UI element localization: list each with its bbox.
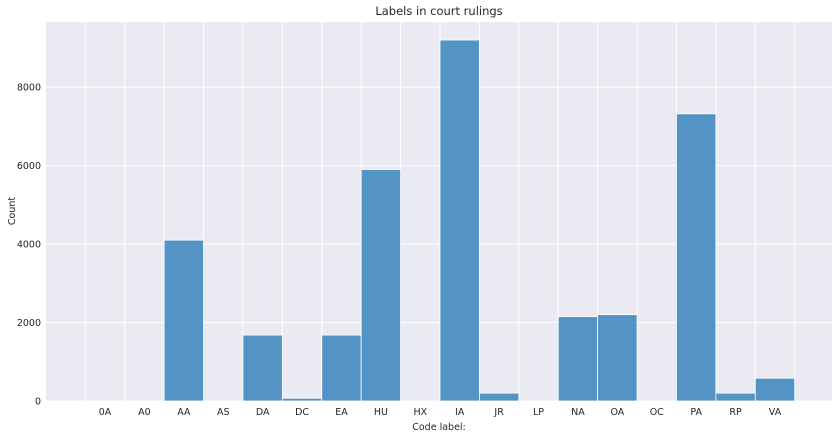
bar-pa [676,113,717,402]
bar-oa [597,314,638,402]
x-tick-label: EA [335,407,348,418]
x-tick-label: IA [455,407,465,418]
x-tick-label: HX [413,407,427,418]
y-tick-label: 2000 [17,318,41,329]
bar-jr [479,392,520,402]
x-tick-label: AA [177,407,191,418]
y-tick-label: 4000 [17,240,41,251]
x-tick-label: DA [256,407,270,418]
x-tick-label: HU [374,407,388,418]
x-tick-label: RP [729,407,742,418]
bar-va [754,377,796,402]
x-axis-label: Code label: [412,422,466,433]
x-tick-label: DC [295,407,309,418]
x-tick-label: A0 [138,407,151,418]
bar-na [557,316,599,402]
bar-da [242,334,283,402]
x-tick-label: 0A [99,407,112,418]
y-axis-label: Count [7,197,18,225]
y-tick-labels: 0 2000 4000 6000 8000 [17,83,41,408]
bar-hu [360,169,401,402]
bars [84,39,796,402]
y-tick-label: 0 [35,397,41,408]
x-tick-labels: 0A A0 AA AS DA DC EA HU HX IA JR LP NA OA OC PA RP VA [99,407,782,418]
y-tick-label: 8000 [17,83,41,94]
x-tick-label: LP [533,407,544,418]
x-tick-label: OA [610,407,624,418]
bar-ea [321,334,362,402]
bar-ia [439,39,480,402]
x-tick-label: JR [493,407,504,418]
x-tick-label: AS [217,407,230,418]
x-tick-label: NA [571,407,585,418]
x-tick-label: OC [650,407,664,418]
bar-rp [715,392,756,402]
bar-aa [163,239,204,402]
chart-title: Labels in court rulings [375,4,502,18]
x-tick-label: PA [690,407,702,418]
y-tick-label: 6000 [17,161,41,172]
x-tick-label: VA [769,407,782,418]
bar-dc [281,397,323,402]
